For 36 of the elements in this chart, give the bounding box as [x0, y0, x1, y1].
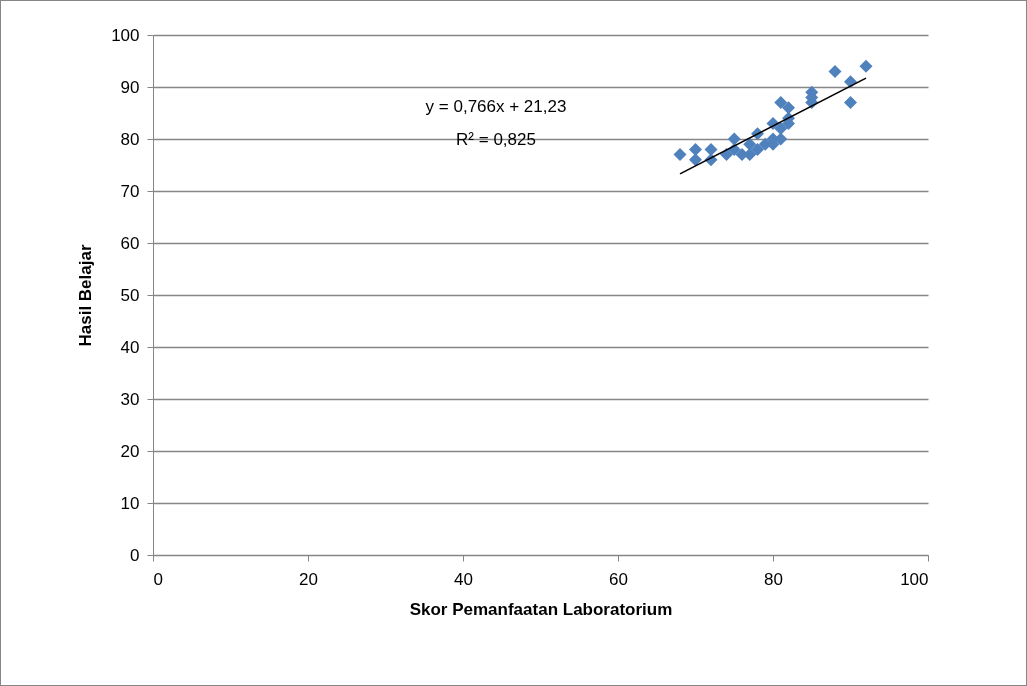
point — [750, 142, 765, 156]
point — [688, 142, 703, 156]
x-axis-title: Skor Pemanfaatan Laboratorium — [409, 599, 673, 619]
point — [774, 96, 788, 110]
x-tick-label: 100 — [900, 569, 929, 589]
y-tick-label: 40 — [120, 337, 140, 357]
point — [781, 101, 796, 115]
x-tick-label: 40 — [454, 569, 473, 589]
annotation: R² = 0,825 — [456, 130, 536, 149]
y-tick-label: 70 — [120, 181, 140, 201]
point — [719, 148, 734, 162]
point — [743, 137, 757, 151]
point — [704, 142, 718, 156]
x-tick-label: 20 — [299, 569, 318, 589]
point — [673, 148, 687, 162]
x-tick-label: 80 — [764, 569, 783, 589]
point — [727, 132, 741, 146]
y-tick-label: 30 — [120, 389, 140, 409]
y-tick-label: 20 — [120, 441, 140, 461]
x-tick-label: 0 — [153, 569, 163, 589]
y-tick-label: 80 — [120, 129, 140, 149]
point — [828, 64, 842, 78]
point — [859, 59, 873, 73]
point — [774, 132, 788, 146]
x-tick-label: 60 — [609, 569, 628, 589]
y-tick-label: 60 — [120, 233, 140, 253]
y-tick-label: 50 — [120, 285, 140, 305]
annotation: y = 0,766x + 21,23 — [425, 97, 567, 116]
point — [774, 122, 788, 136]
y-tick-label: 90 — [120, 77, 140, 97]
y-tick-label: 10 — [120, 493, 140, 513]
y-tick-label: 0 — [130, 545, 140, 565]
y-tick-label: 100 — [111, 25, 140, 45]
point — [688, 153, 703, 167]
point — [843, 96, 858, 110]
y-axis-title: Hasil Belajar — [76, 244, 96, 347]
